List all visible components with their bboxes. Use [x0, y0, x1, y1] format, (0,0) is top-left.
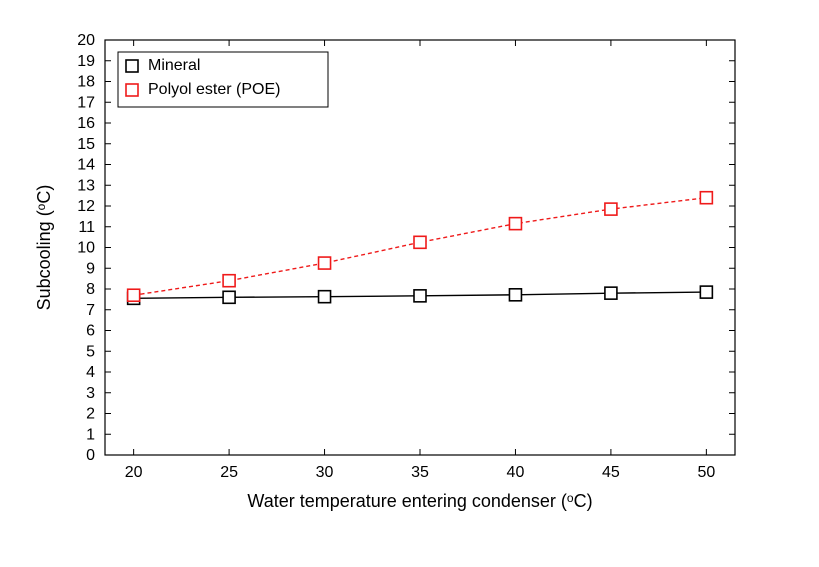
y-tick-label: 16	[77, 115, 95, 132]
x-tick-label: 20	[125, 464, 143, 481]
marker-poe	[319, 257, 331, 269]
y-tick-label: 9	[86, 260, 95, 277]
legend-marker-poe	[126, 84, 138, 96]
marker-poe	[414, 236, 426, 248]
y-tick-label: 7	[86, 302, 95, 319]
marker-mineral	[223, 291, 235, 303]
x-tick-label: 35	[411, 464, 429, 481]
y-tick-label: 14	[77, 157, 95, 174]
y-tick-label: 13	[77, 177, 95, 194]
y-tick-label: 1	[86, 426, 95, 443]
marker-mineral	[414, 290, 426, 302]
subcooling-chart: 0123456789101112131415161718192020253035…	[0, 0, 819, 567]
y-tick-label: 20	[77, 32, 95, 49]
y-tick-label: 5	[86, 343, 95, 360]
marker-poe	[223, 275, 235, 287]
marker-mineral	[509, 289, 521, 301]
y-axis-title: Subcooling (oC)	[34, 185, 54, 311]
y-tick-label: 12	[77, 198, 95, 215]
y-tick-label: 4	[86, 364, 95, 381]
y-tick-label: 11	[78, 219, 95, 236]
marker-mineral	[700, 286, 712, 298]
y-tick-label: 2	[86, 406, 95, 423]
y-tick-label: 18	[77, 74, 95, 91]
marker-poe	[700, 192, 712, 204]
y-tick-label: 17	[77, 94, 95, 111]
marker-mineral	[319, 291, 331, 303]
y-tick-label: 6	[86, 323, 95, 340]
y-tick-label: 10	[77, 240, 95, 257]
x-tick-label: 40	[507, 464, 525, 481]
legend-label-mineral: Mineral	[148, 57, 200, 74]
y-tick-label: 19	[77, 53, 95, 70]
y-tick-label: 15	[77, 136, 95, 153]
x-tick-label: 25	[220, 464, 238, 481]
marker-poe	[605, 203, 617, 215]
y-tick-label: 3	[86, 385, 95, 402]
y-tick-label: 8	[86, 281, 95, 298]
legend-marker-mineral	[126, 60, 138, 72]
legend-label-poe: Polyol ester (POE)	[148, 81, 280, 98]
marker-poe	[128, 289, 140, 301]
y-tick-label: 0	[86, 447, 95, 464]
x-tick-label: 50	[697, 464, 715, 481]
marker-mineral	[605, 287, 617, 299]
x-tick-label: 30	[316, 464, 334, 481]
marker-poe	[509, 218, 521, 230]
x-tick-label: 45	[602, 464, 620, 481]
x-axis-title: Water temperature entering condenser (oC…	[247, 491, 592, 511]
